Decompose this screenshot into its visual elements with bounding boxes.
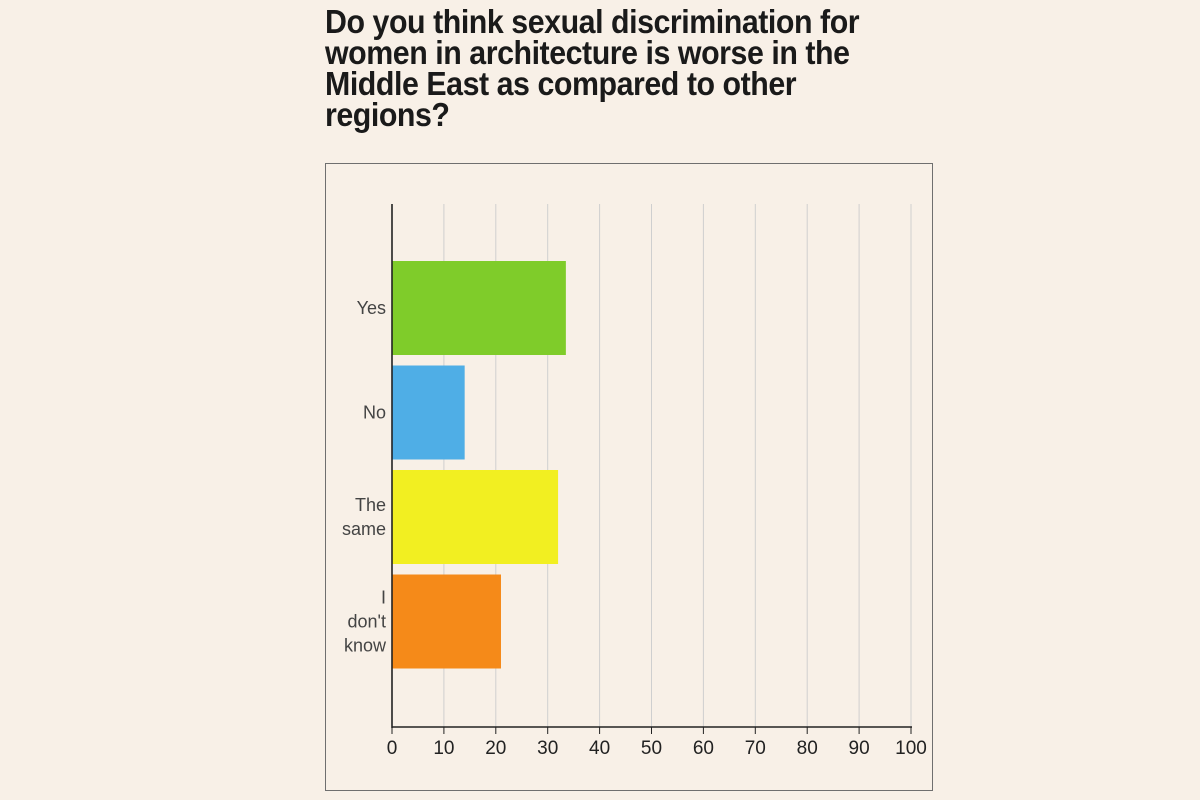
category-label-line: No bbox=[363, 403, 386, 423]
x-tick-label-20: 20 bbox=[485, 738, 506, 759]
category-label-line: Yes bbox=[357, 298, 386, 318]
bar-2 bbox=[392, 470, 559, 564]
x-tick-label-90: 90 bbox=[849, 738, 870, 759]
x-tick-label-40: 40 bbox=[589, 738, 610, 759]
category-label-line: know bbox=[344, 636, 387, 656]
chart-title: Do you think sexual discrimination for w… bbox=[325, 3, 860, 133]
x-tick-label-0: 0 bbox=[387, 738, 398, 759]
category-label-1: No bbox=[363, 403, 386, 423]
category-label-line: The bbox=[355, 495, 386, 515]
x-tick-label-10: 10 bbox=[433, 738, 454, 759]
category-label-2: The same bbox=[342, 495, 386, 539]
category-label-0: Yes bbox=[357, 298, 386, 318]
category-label-line: I bbox=[381, 588, 386, 608]
x-tick-label-60: 60 bbox=[693, 738, 714, 759]
x-tick-label-100: 100 bbox=[895, 738, 927, 759]
bar-1 bbox=[392, 365, 465, 460]
bar-chart: Yes No The same I don't know 0 10 20 30 40 50 60 70 80 9… bbox=[342, 204, 927, 759]
category-label-line: same bbox=[342, 519, 386, 539]
category-label-line: don't bbox=[348, 612, 386, 632]
x-tick-label-50: 50 bbox=[641, 738, 662, 759]
bar-3 bbox=[392, 574, 501, 669]
x-tick-label-30: 30 bbox=[537, 738, 558, 759]
bar-0 bbox=[392, 261, 566, 355]
x-tick-label-80: 80 bbox=[797, 738, 818, 759]
x-tick-label-70: 70 bbox=[745, 738, 766, 759]
